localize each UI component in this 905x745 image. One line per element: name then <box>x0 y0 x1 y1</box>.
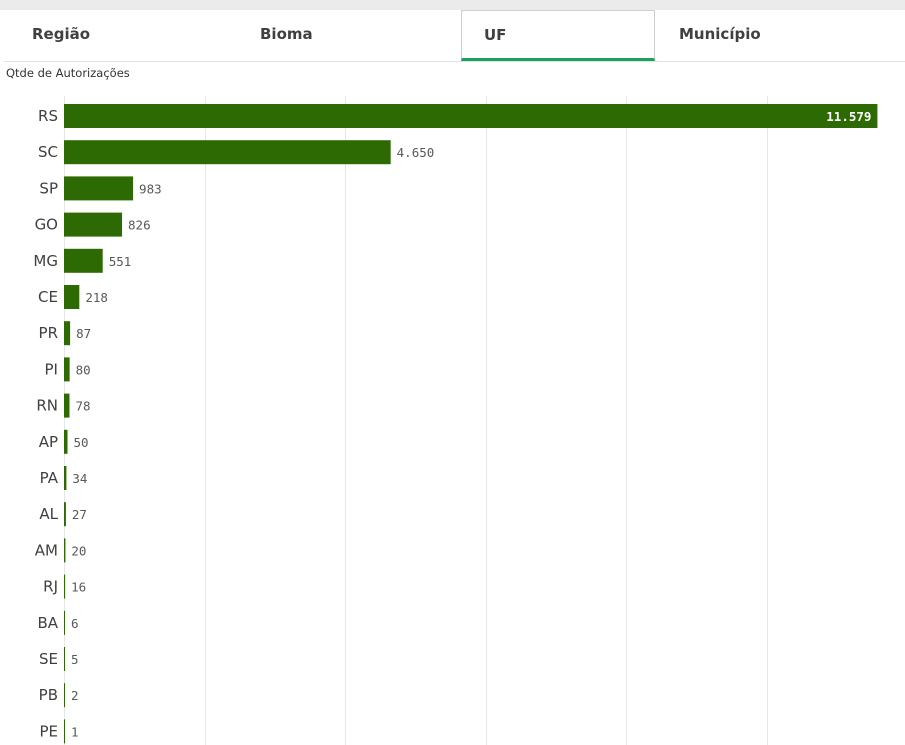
category-label: AP <box>39 433 58 451</box>
top-strip <box>0 0 905 10</box>
bar[interactable] <box>64 104 878 128</box>
category-label: AM <box>35 541 58 559</box>
bar[interactable] <box>64 321 71 346</box>
category-label: BA <box>37 614 58 632</box>
tab-bioma[interactable]: Bioma <box>232 10 460 58</box>
bar[interactable] <box>64 647 65 671</box>
bar[interactable] <box>64 683 65 708</box>
category-label: SE <box>39 650 58 668</box>
bar[interactable] <box>64 502 66 527</box>
bar[interactable] <box>64 719 65 744</box>
dimension-tabs: Região Bioma UF Município <box>4 10 905 62</box>
value-label: 2 <box>71 688 79 703</box>
tab-regiao[interactable]: Região <box>4 10 192 58</box>
tab-label: UF <box>484 26 507 44</box>
category-label: GO <box>35 216 58 234</box>
tab-label: Município <box>679 25 761 43</box>
category-label: RS <box>38 107 58 125</box>
category-label: AL <box>39 505 58 523</box>
category-label: PR <box>39 324 58 342</box>
bar[interactable] <box>64 429 68 454</box>
value-label: 551 <box>109 254 132 269</box>
chart-title: Qtde de Autorizações <box>6 66 130 80</box>
category-label: MG <box>33 252 58 270</box>
category-label: SC <box>38 143 58 161</box>
value-label: 983 <box>139 181 162 196</box>
value-label: 218 <box>85 290 108 305</box>
bar[interactable] <box>64 285 80 309</box>
value-label: 16 <box>71 580 86 595</box>
tab-label: Bioma <box>260 25 313 43</box>
category-label: CE <box>38 288 58 306</box>
bar[interactable] <box>64 176 134 201</box>
value-label: 80 <box>76 362 91 377</box>
bar[interactable] <box>64 466 67 490</box>
value-label: 826 <box>128 218 151 233</box>
category-label: SP <box>39 179 58 197</box>
bar[interactable] <box>64 610 65 635</box>
value-label: 27 <box>72 507 87 522</box>
category-label: PI <box>45 360 58 378</box>
category-label: PA <box>40 469 59 487</box>
tab-label: Região <box>32 25 91 43</box>
value-label: 11.579 <box>826 109 871 124</box>
value-label: 6 <box>71 616 79 631</box>
category-label: RJ <box>43 578 58 596</box>
bar[interactable] <box>64 574 66 599</box>
bar[interactable] <box>64 357 70 382</box>
bar[interactable] <box>64 393 70 418</box>
bar[interactable] <box>64 140 391 165</box>
value-label: 50 <box>74 435 89 450</box>
value-label: 5 <box>71 652 79 667</box>
tab-uf[interactable]: UF <box>461 10 655 61</box>
value-label: 20 <box>71 543 86 558</box>
bar[interactable] <box>64 248 103 273</box>
value-label: 34 <box>72 471 87 486</box>
bar[interactable] <box>64 538 66 563</box>
value-label: 4.650 <box>397 145 435 160</box>
bar[interactable] <box>64 212 123 237</box>
value-label: 78 <box>75 399 90 414</box>
category-label: PB <box>39 686 58 704</box>
tab-municipio[interactable]: Município <box>655 10 905 58</box>
category-label: RN <box>36 397 58 415</box>
value-label: 87 <box>76 326 91 341</box>
category-label: PE <box>39 722 58 740</box>
value-label: 1 <box>71 724 79 739</box>
